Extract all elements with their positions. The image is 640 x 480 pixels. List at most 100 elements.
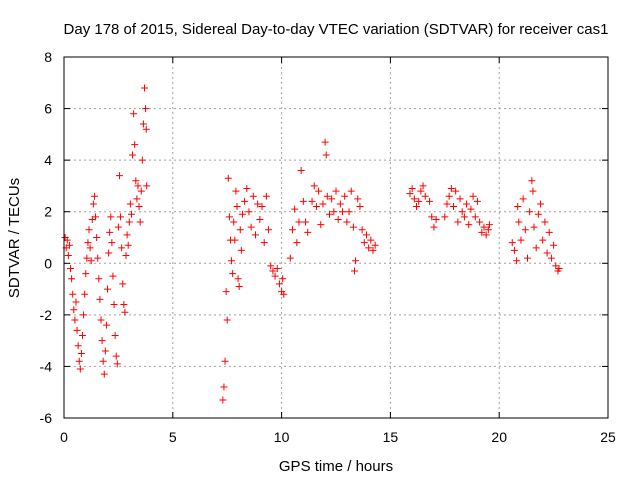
data-point <box>117 213 125 221</box>
data-point <box>458 208 466 216</box>
data-point <box>426 197 434 205</box>
data-point <box>260 239 268 247</box>
data-point <box>102 321 110 329</box>
data-point <box>223 316 231 324</box>
data-point <box>241 197 249 205</box>
data-point <box>126 200 134 208</box>
data-point <box>97 316 105 324</box>
data-point <box>415 197 423 205</box>
data-point <box>233 203 241 211</box>
data-point <box>545 228 553 236</box>
data-point <box>304 228 312 236</box>
data-point <box>534 210 542 218</box>
data-point <box>417 187 425 195</box>
y-tick-label: 2 <box>44 204 52 220</box>
data-point <box>236 226 244 234</box>
data-point <box>332 187 340 195</box>
data-point <box>273 264 281 272</box>
data-point <box>328 195 336 203</box>
x-tick-label: 5 <box>169 429 177 445</box>
tick-labels: 0 5 10 15 20 25 -6 -4 -2 0 2 4 6 8 <box>40 49 616 445</box>
data-point <box>119 280 127 288</box>
data-point <box>339 208 347 216</box>
data-point <box>315 187 323 195</box>
data-point <box>141 84 149 92</box>
data-point <box>297 166 305 174</box>
data-point <box>142 105 150 113</box>
data-point <box>555 264 563 272</box>
data-point <box>68 275 76 283</box>
data-point <box>513 257 521 265</box>
data-point <box>131 141 139 149</box>
data-point <box>408 185 416 193</box>
data-point <box>530 223 538 231</box>
data-point <box>70 306 78 314</box>
data-point <box>237 246 245 254</box>
data-point <box>537 200 545 208</box>
data-point <box>550 241 558 249</box>
data-point <box>129 151 137 159</box>
data-point <box>228 257 236 265</box>
data-point <box>105 249 113 257</box>
data-point <box>528 177 536 185</box>
data-point <box>517 236 525 244</box>
data-point <box>224 174 232 182</box>
data-point <box>231 236 239 244</box>
data-point <box>460 213 468 221</box>
data-point <box>523 254 531 262</box>
x-tick-label: 10 <box>274 429 290 445</box>
data-point <box>419 182 427 190</box>
data-point <box>142 125 150 133</box>
data-point <box>84 239 92 247</box>
data-point <box>356 203 364 211</box>
data-point <box>74 342 82 350</box>
data-point <box>225 213 233 221</box>
data-point <box>456 195 464 203</box>
data-point <box>452 187 460 195</box>
x-tick-label: 20 <box>491 429 507 445</box>
data-point <box>82 270 90 278</box>
data-point <box>421 192 429 200</box>
data-point <box>369 246 377 254</box>
data-point <box>132 177 140 185</box>
data-point <box>100 370 108 378</box>
data-point <box>341 192 349 200</box>
data-point <box>291 205 299 213</box>
data-point <box>450 203 458 211</box>
data-point <box>80 311 88 319</box>
data-point <box>371 241 379 249</box>
data-point <box>67 264 75 272</box>
data-point <box>476 218 484 226</box>
data-point <box>547 254 555 262</box>
data-point <box>122 252 130 260</box>
y-tick-label: 6 <box>44 101 52 117</box>
axis-ticks <box>63 56 609 419</box>
data-point <box>365 244 373 252</box>
data-point <box>120 301 128 309</box>
data-point <box>262 192 270 200</box>
data-point <box>143 182 151 190</box>
data-point <box>134 182 142 190</box>
data-point <box>471 213 479 221</box>
data-point <box>230 218 238 226</box>
data-point <box>64 252 72 260</box>
data-point <box>362 231 370 239</box>
data-point <box>229 270 237 278</box>
data-point <box>90 192 98 200</box>
data-point <box>98 337 106 345</box>
data-point <box>69 290 77 298</box>
data-point <box>467 205 475 213</box>
data-point <box>96 295 104 303</box>
y-tick-label: 4 <box>44 152 52 168</box>
data-point <box>73 326 81 334</box>
data-point <box>136 218 144 226</box>
data-point <box>265 226 273 234</box>
data-point <box>295 218 303 226</box>
data-point <box>109 272 117 280</box>
data-point <box>293 239 301 247</box>
data-point <box>125 218 133 226</box>
data-point <box>539 236 547 244</box>
data-point <box>95 275 103 283</box>
data-point <box>288 226 296 234</box>
data-point <box>107 213 115 221</box>
